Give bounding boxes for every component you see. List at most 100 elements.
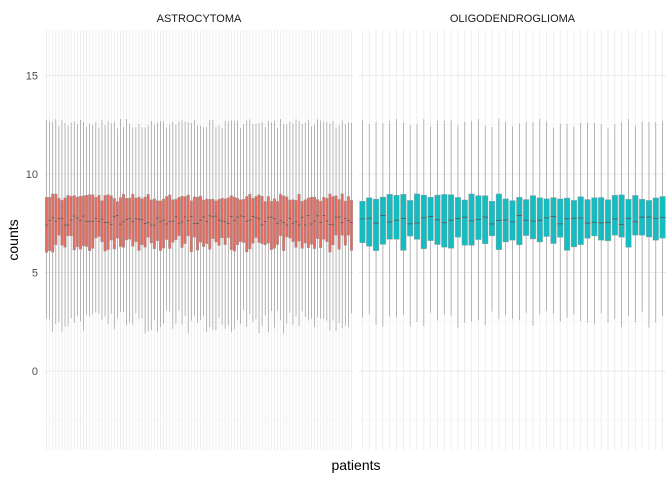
box-body [503,199,509,242]
box-body [184,196,187,243]
box-body [332,197,335,245]
box [187,122,190,334]
box [313,124,316,326]
box [401,122,407,314]
box-body [592,198,598,236]
box-body [199,196,202,242]
box [227,122,230,326]
box-body [341,194,344,235]
box [199,126,202,320]
box [267,121,270,332]
y-axis-title: counts [5,219,21,260]
box [633,126,639,322]
box-body [338,199,341,249]
box [172,122,175,329]
box-body [626,199,632,247]
box [496,119,502,319]
box [307,120,310,321]
box [82,122,85,330]
box-body [646,200,652,237]
box-body [347,197,350,236]
box [249,119,252,314]
box-body [407,200,413,236]
box-body [510,201,516,241]
box [212,120,215,330]
box [476,119,482,320]
box-body [612,195,618,235]
box [421,119,427,326]
box [58,126,61,322]
box [119,119,122,312]
box-body [319,201,322,248]
box-body [202,200,205,246]
box-body [322,197,325,239]
box-body [633,195,639,235]
box-body [394,195,400,239]
y-axis: 0 5 10 15 [26,70,38,378]
box-body [282,196,285,251]
box-body [401,194,407,250]
y-tick-label: 5 [32,268,38,280]
box [138,124,141,318]
box-body [360,201,366,242]
box [95,122,98,312]
box [98,128,101,314]
box-body [159,201,162,251]
box-body [73,195,76,249]
box-body [366,198,372,247]
box-body [70,196,73,236]
box [517,124,523,320]
box-body [301,201,304,248]
box [592,123,598,324]
box [414,124,420,322]
box [537,119,543,315]
box [88,123,91,316]
box [153,125,156,320]
box-body [421,195,427,249]
box [51,122,54,332]
box [286,124,289,323]
box-body [113,198,116,249]
box [326,122,329,321]
box [551,128,557,314]
box-body [469,194,475,245]
box [107,121,110,324]
box [273,121,276,329]
box [523,122,529,313]
box-body [218,199,221,245]
box [394,119,400,317]
box [279,119,282,320]
box-body [517,197,523,245]
box [79,120,82,321]
box-body [482,196,488,244]
box-body [144,197,147,247]
box [205,127,208,332]
box [598,124,604,313]
box-body [326,198,329,241]
box [619,122,625,327]
box-body [350,200,353,250]
box [221,128,224,325]
box [462,122,468,323]
box [578,123,584,321]
box-body [344,201,347,245]
box-body [578,197,584,245]
box-body [233,197,236,251]
box-body [557,199,563,237]
box-body [64,198,67,247]
box-body [273,199,276,249]
box-body [252,198,255,243]
box [435,121,441,321]
box [530,122,536,326]
box [332,121,335,320]
box [380,123,386,327]
box [67,125,70,326]
box [239,128,242,324]
box-body [230,196,233,250]
box [135,127,138,313]
box [428,126,434,312]
box-body [307,198,310,248]
box [261,122,264,326]
box [76,124,79,315]
box [224,121,227,329]
